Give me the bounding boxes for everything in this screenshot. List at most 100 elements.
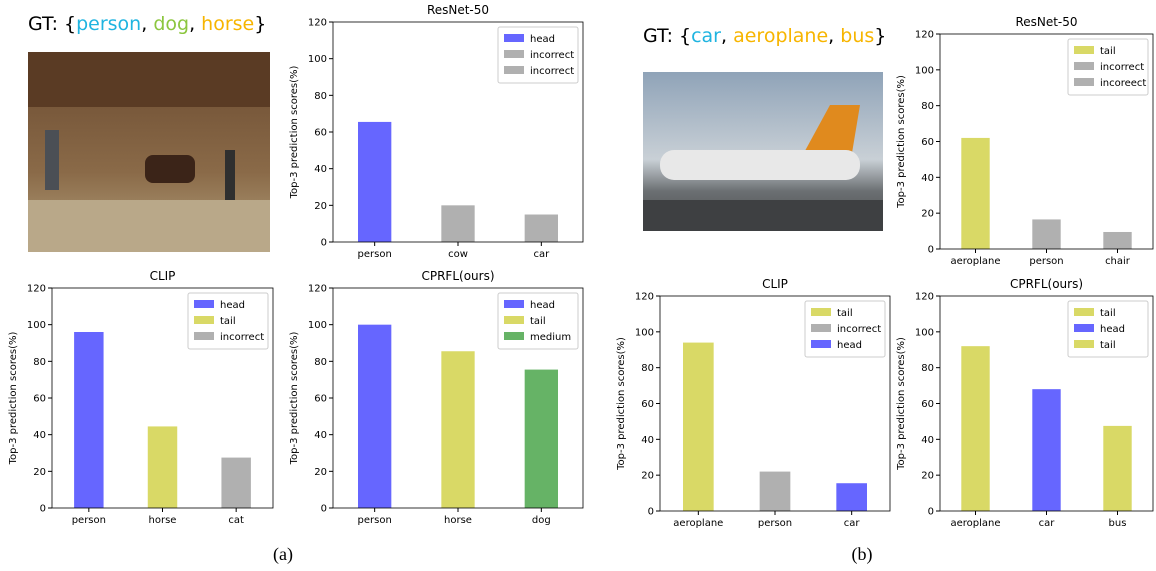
bar [961, 346, 989, 511]
bar [441, 351, 474, 508]
y-axis-label: Top-3 prediction scores(%) [289, 66, 300, 200]
legend-swatch [504, 50, 524, 58]
x-tick-label: cow [448, 249, 468, 260]
y-tick-label: 80 [314, 357, 327, 368]
y-tick-label: 60 [921, 137, 934, 148]
chart-title: CLIP [762, 277, 788, 291]
legend-label: incorrect [837, 324, 881, 335]
y-tick-label: 100 [635, 327, 654, 338]
bar [358, 122, 391, 242]
legend-swatch [1074, 78, 1094, 86]
y-tick-label: 20 [921, 209, 934, 220]
legend-swatch [1074, 62, 1094, 70]
y-tick-label: 120 [635, 292, 654, 303]
x-tick-label: car [1039, 518, 1056, 529]
x-tick-label: aeroplane [673, 518, 723, 529]
y-tick-label: 20 [33, 467, 46, 478]
y-tick-label: 100 [915, 327, 934, 338]
y-tick-label: 40 [314, 430, 327, 441]
chart-title: CLIP [150, 269, 176, 283]
y-tick-label: 0 [928, 245, 934, 256]
x-tick-label: dog [532, 515, 551, 526]
caption: (a) [273, 544, 293, 565]
y-tick-label: 60 [641, 399, 654, 410]
y-tick-label: 0 [321, 504, 327, 515]
y-axis-label: Top-3 prediction scores(%) [616, 337, 627, 471]
gt-separator: , [189, 13, 201, 35]
bar [441, 205, 474, 242]
bar [221, 458, 250, 508]
legend-swatch [194, 316, 214, 324]
gt-item: dog [153, 13, 189, 35]
y-tick-label: 100 [308, 54, 327, 65]
x-tick-label: car [533, 249, 550, 260]
legend-label: tail [1100, 308, 1116, 319]
legend-swatch [504, 34, 524, 42]
x-tick-label: bus [1109, 518, 1127, 529]
y-tick-label: 120 [27, 284, 46, 295]
y-tick-label: 20 [314, 467, 327, 478]
y-tick-label: 120 [308, 284, 327, 295]
legend-swatch [1074, 308, 1094, 316]
legend-label: tail [220, 316, 236, 327]
bar [148, 426, 177, 508]
y-tick-label: 120 [308, 18, 327, 29]
y-axis-label: Top-3 prediction scores(%) [289, 332, 300, 466]
x-tick-label: person [358, 249, 392, 260]
legend-swatch [811, 324, 831, 332]
y-tick-label: 20 [641, 471, 654, 482]
x-tick-label: horse [149, 515, 177, 526]
chart-title: ResNet-50 [427, 3, 489, 17]
legend-label: head [530, 300, 555, 311]
y-tick-label: 80 [921, 363, 934, 374]
chart-title: ResNet-50 [1015, 15, 1077, 29]
bar [525, 370, 558, 508]
bar [1032, 389, 1060, 511]
legend-swatch [811, 340, 831, 348]
legend-label: tail [530, 316, 546, 327]
ground-truth: GT: {car, aeroplane, bus} [643, 25, 886, 47]
bar [1103, 426, 1131, 511]
bar [961, 138, 989, 249]
x-tick-label: horse [444, 515, 472, 526]
chart-title: CPRFL(ours) [421, 269, 494, 283]
photo-b [643, 72, 883, 231]
legend-label: tail [837, 308, 853, 319]
gt-item: aeroplane [733, 25, 828, 47]
x-tick-label: person [758, 518, 792, 529]
legend-label: head [530, 34, 555, 45]
gt-prefix: GT: { [643, 25, 691, 47]
y-tick-label: 60 [33, 394, 46, 405]
legend-label: medium [530, 332, 571, 343]
y-tick-label: 120 [915, 30, 934, 41]
y-tick-label: 20 [314, 201, 327, 212]
gt-separator: , [721, 25, 733, 47]
x-tick-label: person [72, 515, 106, 526]
y-tick-label: 40 [921, 173, 934, 184]
legend-label: tail [1100, 340, 1116, 351]
gt-suffix: } [254, 13, 266, 35]
legend-swatch [504, 316, 524, 324]
bar [358, 325, 391, 508]
x-tick-label: aeroplane [950, 518, 1000, 529]
bar [74, 332, 103, 508]
y-tick-label: 60 [314, 394, 327, 405]
legend-swatch [1074, 324, 1094, 332]
y-tick-label: 0 [40, 504, 46, 515]
y-tick-label: 60 [921, 399, 934, 410]
legend-swatch [504, 300, 524, 308]
y-tick-label: 0 [648, 507, 654, 518]
legend-swatch [811, 308, 831, 316]
x-tick-label: aeroplane [950, 256, 1000, 267]
figure: GT: { person, dog, horse} (a) GT: {car, aer… [0, 0, 1156, 571]
caption: (b) [852, 544, 873, 565]
legend-label: head [837, 340, 862, 351]
legend-swatch [194, 300, 214, 308]
legend-label: head [220, 300, 245, 311]
chart-title: CPRFL(ours) [1010, 277, 1083, 291]
y-axis-label: Top-3 prediction scores(%) [8, 332, 19, 466]
legend-label: tail [1100, 46, 1116, 57]
x-tick-label: chair [1105, 256, 1131, 267]
x-tick-label: car [844, 518, 861, 529]
legend-swatch [504, 332, 524, 340]
